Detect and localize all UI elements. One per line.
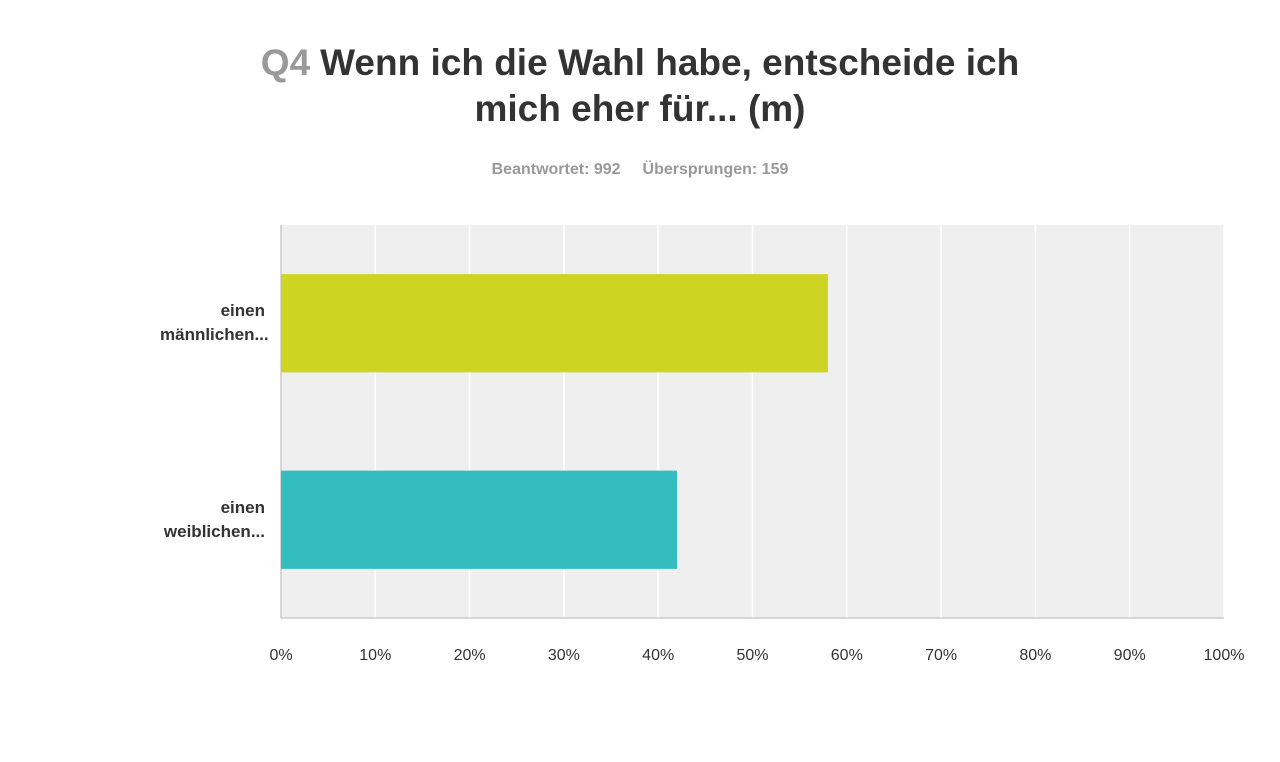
y-tick-label: einen weiblichen... (163, 497, 265, 541)
stat: Beantwortet: 992 (491, 161, 621, 178)
chart-title: Wenn ich die Wahl habe, entscheide ich m… (320, 42, 1020, 129)
bar (281, 470, 678, 569)
x-tick-label: 70% (925, 647, 957, 664)
x-tick-label: 50% (736, 647, 768, 664)
bar (281, 274, 828, 373)
chart-title-block: Q4 Wenn ich die Wahl habe, entscheide ich… (220, 40, 1060, 132)
x-tick-label: 10% (359, 647, 391, 664)
x-tick-label: 90% (1114, 647, 1146, 664)
x-tick-label: 30% (548, 647, 580, 664)
stats: Beantwortet: 992 Übersprungen: 159 (0, 161, 1280, 179)
x-tick-label: 20% (454, 647, 486, 664)
question-number: Q4 (260, 42, 311, 83)
y-tick-label: einen männlichen... (160, 301, 269, 345)
x-tick-label: 100% (1204, 647, 1245, 664)
x-tick-label: 40% (642, 647, 674, 664)
x-tick-label: 60% (831, 647, 863, 664)
stat: Übersprungen: 159 (642, 161, 789, 178)
x-tick-label: 80% (1019, 647, 1051, 664)
x-tick-label: 0% (269, 647, 292, 664)
